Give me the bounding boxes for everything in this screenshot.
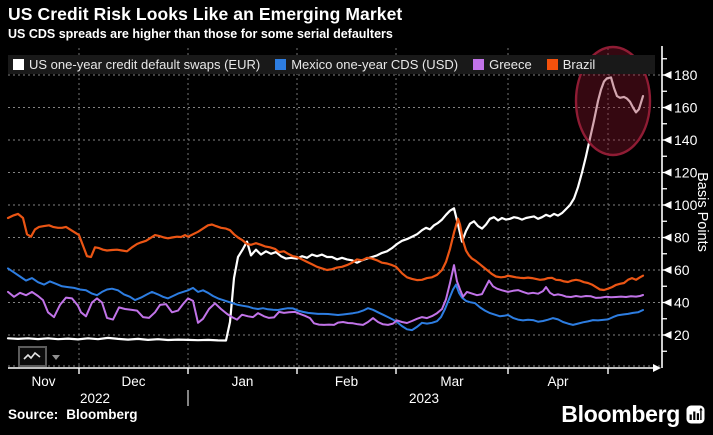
legend-swatch: [473, 59, 485, 70]
x-month-label: Mar: [440, 374, 464, 389]
x-month-label: Nov: [31, 374, 55, 389]
legend-label: US one-year credit default swaps (EUR): [29, 57, 261, 72]
x-month-label: Dec: [121, 374, 145, 389]
legend-swatch: [275, 59, 287, 70]
y-tick-label: 80: [674, 229, 690, 245]
bloomberg-wordmark: Bloomberg: [561, 401, 680, 427]
series-line: [7, 267, 644, 332]
chart-type-button[interactable]: [18, 346, 61, 367]
series-line: [7, 264, 644, 326]
legend-item: Brazil: [546, 57, 596, 72]
y-tick-label: 60: [674, 262, 690, 278]
legend-item: US one-year credit default swaps (EUR): [13, 57, 260, 72]
bloomberg-logo: Bloomberg: [561, 401, 705, 428]
x-axis-arrow: [653, 364, 661, 372]
x-month-label: Jan: [232, 374, 254, 389]
chart-header: US Credit Risk Looks Like an Emerging Ma…: [8, 4, 402, 41]
legend-swatch: [546, 59, 558, 70]
chart-legend: US one-year credit default swaps (EUR) Me…: [8, 55, 655, 74]
y-tick-arrow: [663, 136, 672, 144]
legend-label: Mexico one-year CDS (USD): [291, 57, 459, 72]
legend-label: Brazil: [562, 57, 596, 72]
y-tick-label: 120: [674, 164, 698, 180]
series-line: [6, 212, 645, 292]
y-tick-arrow: [663, 233, 672, 242]
legend-label: Greece: [489, 57, 532, 72]
legend-item: Greece: [473, 57, 532, 72]
y-tick-arrow: [663, 298, 672, 307]
y-tick-arrow: [663, 71, 672, 79]
x-year-label: 2023: [409, 391, 439, 406]
y-axis-title: Basis Points: [694, 172, 710, 252]
x-month-label: Feb: [335, 374, 358, 389]
y-tick-arrow: [663, 266, 672, 274]
y-tick-label: 160: [674, 99, 698, 115]
source-label: Source:: [8, 407, 59, 422]
y-tick-label: 180: [674, 67, 698, 83]
highlight-ellipse: [574, 45, 652, 157]
chevron-down-icon: [51, 348, 61, 366]
y-tick-arrow: [663, 331, 672, 339]
page-subtitle: US CDS spreads are higher than those for…: [8, 27, 393, 41]
source-value: Bloomberg: [66, 407, 138, 422]
legend-item: Mexico one-year CDS (USD): [275, 57, 458, 72]
y-tick-label: 20: [674, 327, 690, 343]
line-chart-icon: [18, 346, 47, 367]
x-year-label: 2022: [80, 391, 110, 406]
y-tick-arrow: [663, 201, 672, 209]
legend-swatch: [13, 59, 24, 70]
y-tick-label: 100: [674, 197, 698, 213]
series-line: [6, 76, 645, 342]
y-tick-arrow: [663, 103, 672, 112]
bloomberg-terminal-icon: [686, 405, 705, 424]
y-tick-label: 40: [674, 294, 690, 310]
page-title: US Credit Risk Looks Like an Emerging Ma…: [8, 4, 403, 24]
source-caption: Source: Bloomberg: [8, 407, 138, 422]
y-tick-label: 140: [674, 132, 698, 148]
x-month-label: Apr: [547, 374, 569, 389]
y-tick-arrow: [663, 168, 672, 177]
